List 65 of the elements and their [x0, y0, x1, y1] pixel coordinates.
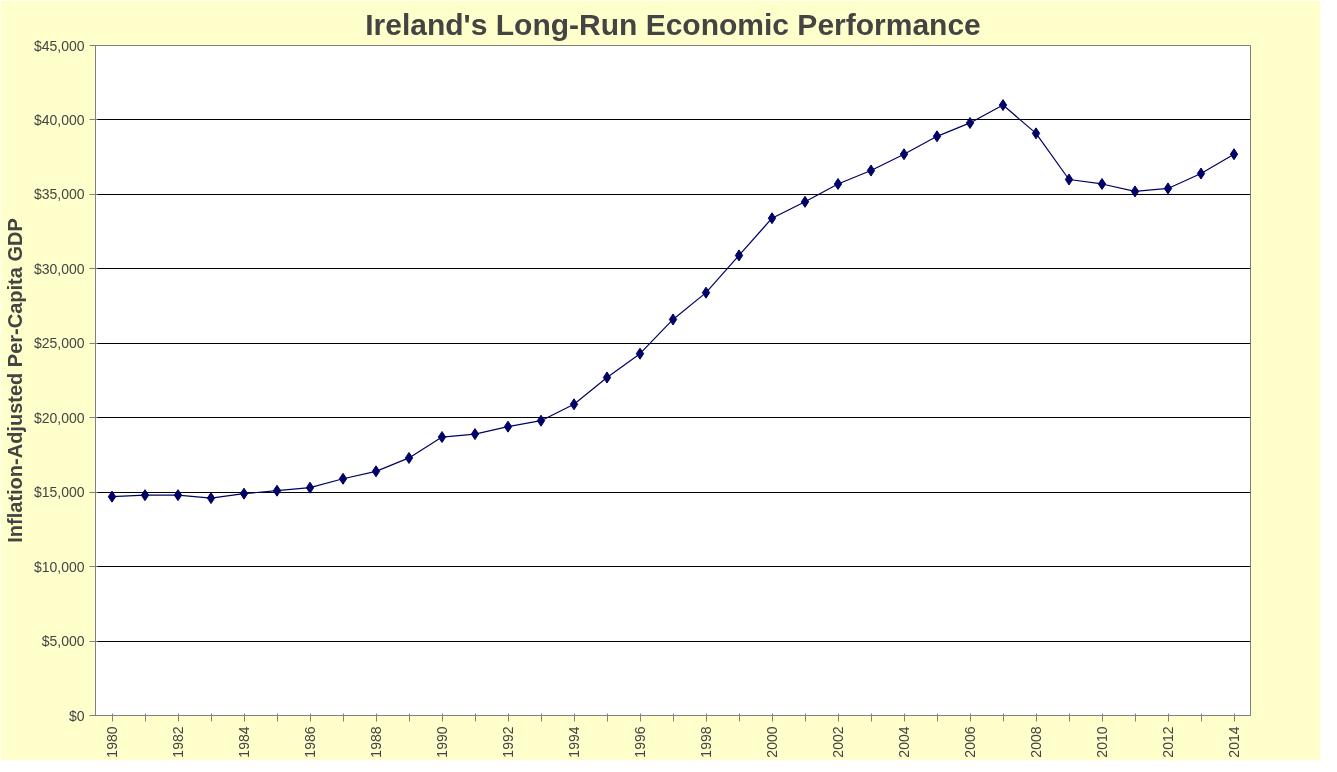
- x-tick-label: 1982: [170, 726, 186, 758]
- x-tick-label: 2008: [1028, 726, 1044, 758]
- y-tick-label: $10,000: [33, 558, 85, 575]
- point: [173, 489, 183, 502]
- x-tick-label: 1990: [434, 726, 450, 758]
- y-tick-label: $30,000: [33, 260, 85, 277]
- point: [800, 195, 810, 208]
- x-tick-label: 2002: [830, 726, 846, 758]
- point: [107, 490, 117, 503]
- point: [1097, 177, 1107, 190]
- point: [503, 420, 513, 433]
- point: [833, 177, 843, 190]
- point: [899, 148, 909, 161]
- x-tick-label: 2000: [764, 726, 780, 758]
- point: [701, 286, 711, 299]
- y-tick-label: $20,000: [33, 409, 85, 426]
- x-tick-label: 2010: [1094, 726, 1110, 758]
- point: [635, 347, 645, 360]
- point: [998, 99, 1008, 112]
- x-tick-label: 1992: [500, 726, 516, 758]
- point: [470, 428, 480, 441]
- point: [602, 371, 612, 384]
- point: [1163, 182, 1173, 195]
- x-tick-label: 2004: [896, 726, 912, 758]
- point: [1130, 185, 1140, 198]
- y-tick-label: $0: [68, 707, 85, 724]
- point: [965, 116, 975, 129]
- point: [1031, 127, 1041, 140]
- point: [734, 249, 744, 262]
- point: [866, 164, 876, 177]
- point: [206, 492, 216, 505]
- point: [140, 489, 150, 502]
- y-tick-label: $35,000: [33, 186, 85, 203]
- x-tick-label: 2006: [962, 726, 978, 758]
- chart-title: Ireland's Long-Run Economic Performance: [365, 7, 981, 41]
- point: [371, 465, 381, 478]
- x-tick-label: 1980: [104, 726, 120, 758]
- y-tick-label: $25,000: [33, 335, 85, 352]
- x-tick-label: 1998: [698, 726, 714, 758]
- point: [536, 414, 546, 427]
- x-tick-label: 2012: [1160, 726, 1176, 758]
- y-tick-label: $15,000: [33, 484, 85, 501]
- point: [1229, 148, 1239, 161]
- y-tick-label: $40,000: [33, 111, 85, 128]
- x-tick-label: 2014: [1226, 726, 1242, 758]
- y-tick-label: $5,000: [41, 633, 85, 650]
- point: [1196, 167, 1206, 180]
- point: [305, 481, 315, 494]
- point: [932, 130, 942, 143]
- y-tick-label: $45,000: [33, 37, 85, 54]
- x-tick-label: 1996: [632, 726, 648, 758]
- point: [404, 451, 414, 464]
- point: [239, 487, 249, 500]
- x-tick-label: 1988: [368, 726, 384, 758]
- x-tick-label: 1984: [236, 726, 252, 758]
- point: [1064, 173, 1074, 186]
- x-tick-label: 1986: [302, 726, 318, 758]
- point: [437, 431, 447, 444]
- point: [668, 313, 678, 326]
- point: [767, 212, 777, 225]
- point: [569, 398, 579, 411]
- x-tick-label: 1994: [566, 726, 582, 758]
- point: [338, 472, 348, 485]
- point: [272, 484, 282, 497]
- y-axis-title: Inflation-Adjusted Per-Capita GDP: [3, 218, 26, 543]
